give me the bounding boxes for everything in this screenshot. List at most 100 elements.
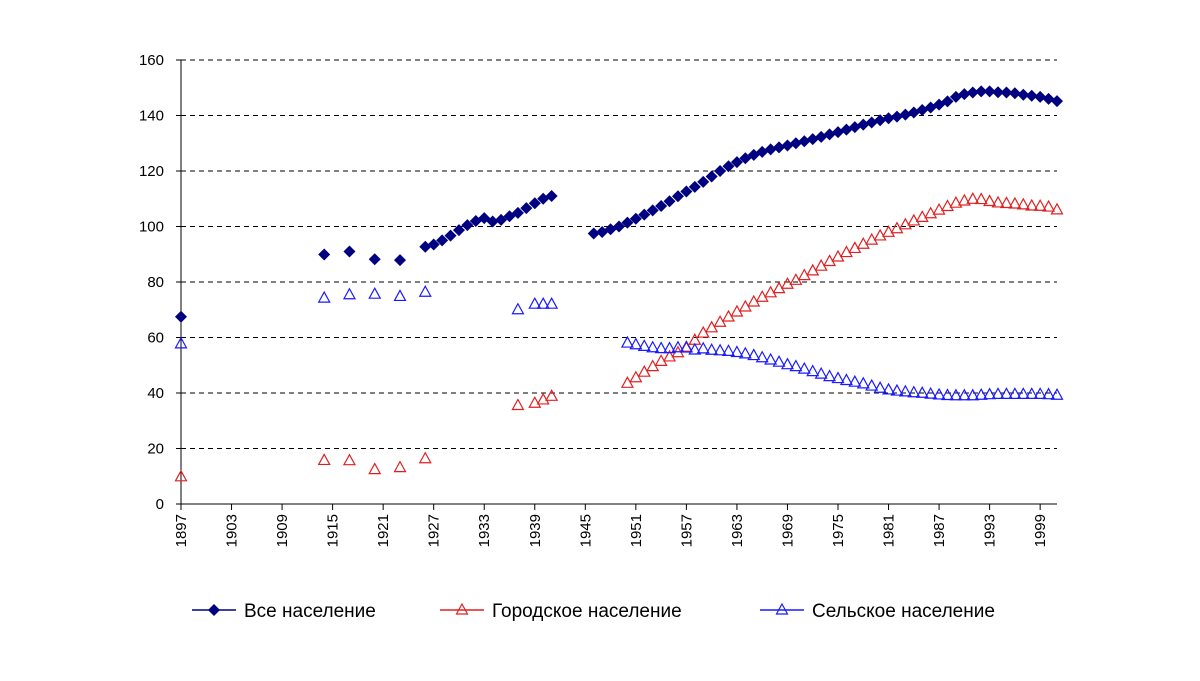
marker: [621, 216, 634, 229]
marker: [714, 165, 727, 177]
marker: [789, 137, 802, 150]
y-tick-label: 40: [147, 385, 164, 402]
x-tick-label: 1909: [274, 514, 291, 547]
marker: [646, 340, 660, 353]
marker: [637, 339, 651, 351]
marker: [1051, 95, 1063, 108]
marker: [1016, 197, 1030, 210]
legend-label: Сельское население: [812, 601, 995, 622]
marker: [705, 343, 719, 355]
x-tick-label: 1933: [476, 514, 493, 547]
marker: [511, 398, 525, 411]
marker: [949, 388, 963, 401]
marker: [873, 228, 887, 241]
x-tick-label: 1927: [426, 514, 443, 547]
marker: [1050, 202, 1064, 215]
marker: [966, 192, 980, 204]
marker: [958, 88, 971, 101]
x-tick-label: 1957: [678, 514, 695, 547]
marker: [797, 361, 811, 374]
marker: [545, 296, 559, 309]
marker: [613, 220, 625, 233]
marker: [823, 128, 836, 141]
marker: [393, 289, 407, 302]
marker: [890, 110, 903, 123]
marker: [1008, 87, 1021, 100]
marker: [773, 141, 786, 154]
marker: [671, 340, 685, 353]
marker: [629, 337, 643, 350]
legend-label: Городское население: [492, 601, 682, 622]
marker: [536, 296, 550, 309]
x-tick-label: 1945: [577, 514, 594, 547]
y-tick-label: 100: [139, 219, 164, 236]
marker: [907, 385, 921, 398]
x-tick-label: 1999: [1032, 514, 1049, 547]
x-tick-label: 1969: [779, 514, 796, 547]
marker: [780, 357, 794, 370]
marker: [764, 143, 777, 156]
marker: [444, 229, 457, 242]
marker: [174, 336, 188, 349]
marker: [1034, 90, 1047, 103]
marker: [898, 217, 912, 230]
marker: [839, 373, 853, 386]
marker: [747, 348, 761, 361]
marker: [721, 344, 736, 356]
marker: [738, 346, 752, 359]
marker: [856, 376, 870, 389]
marker: [848, 374, 862, 387]
marker: [1025, 387, 1039, 399]
marker: [342, 287, 356, 300]
marker: [713, 343, 727, 356]
marker: [511, 206, 524, 219]
legend-marker: [208, 604, 220, 616]
marker: [764, 352, 778, 365]
marker: [629, 212, 642, 225]
marker: [393, 460, 407, 473]
marker: [1008, 387, 1022, 399]
marker: [528, 396, 542, 408]
x-tick-label: 1939: [527, 514, 544, 547]
marker: [974, 387, 988, 400]
marker: [781, 139, 794, 152]
marker: [966, 388, 980, 401]
marker: [857, 118, 870, 131]
x-tick-label: 1921: [375, 514, 392, 547]
marker: [899, 108, 912, 121]
marker: [436, 234, 449, 247]
marker: [174, 469, 188, 482]
x-tick-label: 1975: [830, 514, 847, 547]
marker: [1050, 387, 1064, 400]
y-tick-label: 60: [147, 330, 164, 347]
marker: [452, 224, 465, 237]
marker: [755, 350, 769, 363]
marker: [318, 248, 331, 261]
marker: [949, 195, 963, 208]
marker: [932, 387, 946, 400]
marker: [1042, 199, 1056, 212]
legend-marker: [455, 602, 469, 615]
x-tick-label: 1987: [931, 514, 948, 547]
marker: [620, 335, 634, 348]
marker: [940, 388, 955, 401]
x-tick-label: 1951: [628, 514, 645, 547]
marker: [924, 386, 938, 399]
marker: [697, 175, 710, 188]
y-tick-label: 20: [147, 441, 164, 458]
marker: [536, 392, 550, 405]
marker: [730, 156, 743, 169]
marker: [343, 245, 356, 258]
marker: [999, 387, 1013, 399]
marker: [814, 366, 828, 379]
marker: [789, 359, 803, 372]
marker: [342, 453, 356, 466]
marker: [368, 253, 381, 266]
marker: [1017, 88, 1030, 101]
y-tick-label: 0: [156, 496, 164, 513]
marker: [368, 286, 382, 299]
marker: [991, 387, 1005, 399]
marker: [975, 85, 988, 98]
x-tick-label: 1963: [729, 514, 746, 547]
legend-marker: [775, 602, 789, 615]
